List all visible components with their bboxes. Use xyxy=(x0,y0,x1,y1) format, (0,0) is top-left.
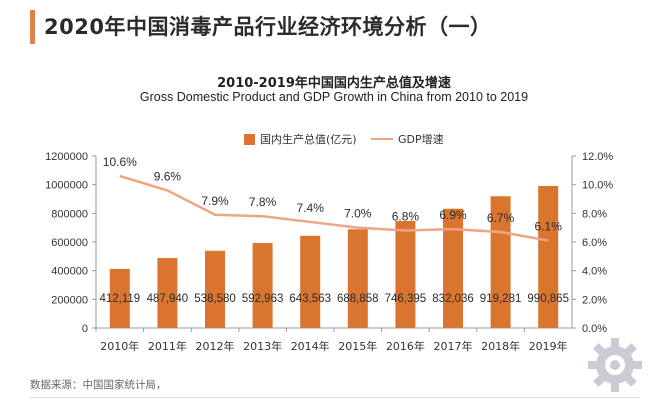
gdp-bar xyxy=(157,258,178,328)
gdp-value-label: 487,940 xyxy=(147,293,189,305)
y-left-tick-label: 600000 xyxy=(51,237,88,249)
chart-title: 2010-2019年中国国内生产总值及增速 xyxy=(217,76,451,91)
gdp-bar xyxy=(252,243,273,328)
y-right-tick-label: 8.0% xyxy=(582,208,607,220)
y-left-tick-label: 200000 xyxy=(51,294,88,306)
gdp-value-label: 832,036 xyxy=(432,293,474,305)
legend-swatch-line xyxy=(371,138,393,140)
y-left-tick-label: 1000000 xyxy=(45,180,88,192)
gdp-value-label: 688,858 xyxy=(337,293,379,305)
gdp-value-label: 746,395 xyxy=(385,293,427,305)
gdp-bar xyxy=(347,229,368,328)
x-tick-label: 2017年 xyxy=(434,339,473,353)
gdp-bar xyxy=(395,221,416,328)
growth-value-label: 10.6% xyxy=(103,155,137,169)
footer-divider xyxy=(30,397,640,398)
legend-item-growth: GDP增速 xyxy=(371,131,444,147)
growth-value-label: 6.7% xyxy=(487,211,515,225)
y-left-tick-label: 1200000 xyxy=(45,151,88,163)
gear-icon xyxy=(588,338,642,392)
y-left-tick-label: 400000 xyxy=(51,266,88,278)
gdp-bar xyxy=(205,250,225,328)
growth-line xyxy=(119,174,549,242)
gdp-value-label: 643,563 xyxy=(289,293,331,305)
y-right-tick-label: 12.0% xyxy=(582,151,613,163)
legend-swatch-bar xyxy=(244,133,255,145)
title-accent-bar xyxy=(30,10,35,44)
growth-value-label: 6.9% xyxy=(439,208,467,222)
legend-label-gdp: 国内生产总值(亿元) xyxy=(260,133,357,146)
gdp-value-label: 592,963 xyxy=(242,293,284,305)
growth-value-label: 7.9% xyxy=(201,194,229,208)
y-left-tick-label: 0 xyxy=(82,323,88,335)
gdp-bar xyxy=(490,196,511,328)
growth-value-label: 6.1% xyxy=(535,220,563,234)
legend-label-growth: GDP增速 xyxy=(398,133,444,146)
chart-subtitle: Gross Domestic Product and GDP Growth in… xyxy=(139,90,529,104)
x-tick-label: 2015年 xyxy=(338,339,377,353)
source-note: 数据来源：中国国家统计局， xyxy=(30,379,167,391)
chart-legend: 国内生产总值(亿元) GDP增速 xyxy=(0,131,668,151)
y-right-tick-label: 10.0% xyxy=(582,180,613,192)
y-right-tick-label: 2.0% xyxy=(582,294,607,306)
y-left-tick-label: 800000 xyxy=(51,208,88,220)
growth-value-label: 7.8% xyxy=(249,195,277,209)
x-tick-label: 2016年 xyxy=(386,339,425,353)
x-tick-label: 2014年 xyxy=(291,339,330,353)
gdp-value-label: 990,865 xyxy=(527,293,569,305)
x-tick-label: 2019年 xyxy=(529,339,568,353)
gdp-bar xyxy=(109,268,130,328)
gdp-bar xyxy=(443,208,463,328)
growth-value-label: 9.6% xyxy=(154,169,182,183)
y-right-tick-label: 4.0% xyxy=(582,266,607,278)
y-right-tick-label: 0.0% xyxy=(582,323,607,335)
x-tick-label: 2013年 xyxy=(243,339,282,353)
x-tick-label: 2012年 xyxy=(196,339,235,353)
gdp-value-label: 919,281 xyxy=(480,293,522,305)
page-title: 2020年中国消毒产品行业经济环境分析（一） xyxy=(44,15,492,39)
gdp-bar xyxy=(300,235,321,328)
x-tick-label: 2010年 xyxy=(100,339,139,353)
gdp-value-label: 412,119 xyxy=(99,293,140,305)
growth-value-label: 7.0% xyxy=(344,207,372,221)
x-tick-label: 2018年 xyxy=(481,339,520,353)
growth-value-label: 6.8% xyxy=(392,210,420,224)
y-right-tick-label: 6.0% xyxy=(582,237,607,249)
growth-value-label: 7.4% xyxy=(297,201,325,215)
gdp-value-label: 538,580 xyxy=(194,293,236,305)
legend-item-gdp: 国内生产总值(亿元) xyxy=(244,131,357,147)
x-tick-label: 2011年 xyxy=(148,339,187,353)
gdp-bar xyxy=(538,185,559,328)
